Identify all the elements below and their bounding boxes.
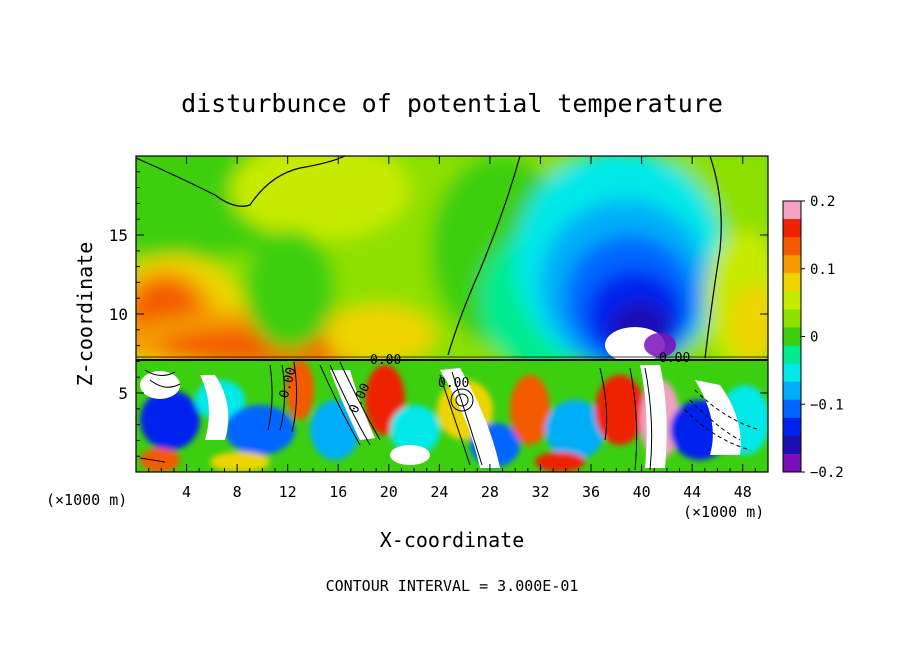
colorbar-tick-label: 0.1: [810, 262, 835, 278]
colorbar-segment: [783, 363, 801, 383]
lower-field: [136, 360, 768, 472]
colorbar-segment: [783, 417, 801, 437]
x-tick-label: 28: [481, 483, 499, 501]
colorbar: [783, 201, 801, 473]
chart-title: disturbunce of potential temperature: [181, 89, 723, 118]
x-tick-label: 8: [233, 483, 242, 501]
x-tick-label: 40: [633, 483, 651, 501]
x-tick-label: 12: [279, 483, 297, 501]
x-tick-label: 48: [734, 483, 752, 501]
colorbar-ticks: 0.2 0.1 0 −0.1 −0.2: [801, 194, 844, 481]
x-axis: 4 8 12 16 20 24 28 32 36 40 44 48: [148, 156, 756, 501]
colorbar-segment: [783, 219, 801, 238]
colorbar-segment: [783, 453, 801, 473]
contour-lines-lower: [139, 361, 761, 471]
y-axis-label: Z-coordinate: [73, 242, 97, 387]
colorbar-segment: [783, 381, 801, 401]
y-axis: 5 10 15: [109, 171, 768, 457]
contour-label: 0.00: [659, 351, 690, 366]
x-unit-right: (×1000 m): [683, 503, 764, 521]
contour-label: 0.00: [370, 353, 401, 368]
colorbar-segment: [783, 237, 801, 256]
contour-interval-note: CONTOUR INTERVAL = 3.000E-01: [326, 577, 579, 595]
colorbar-segment: [783, 309, 801, 328]
colorbar-segment: [783, 291, 801, 310]
contour-label: 0.00: [438, 376, 469, 391]
plot-area: 0.00 0.00 0.00 0.00 0.00: [136, 156, 768, 472]
colorbar-segment: [783, 345, 801, 365]
contour-labels: 0.00 0.00 0.00 0.00 0.00: [277, 351, 690, 416]
purple-cap: [644, 333, 676, 357]
x-tick-label: 44: [683, 483, 701, 501]
x-tick-label: 24: [430, 483, 448, 501]
colorbar-segment: [783, 255, 801, 274]
colorbar-segment: [783, 273, 801, 292]
y-tick-label: 5: [118, 384, 128, 403]
y-tick-label: 15: [109, 226, 128, 245]
x-tick-label: 16: [329, 483, 347, 501]
x-unit-left: (×1000 m): [46, 491, 127, 509]
y-tick-label: 10: [109, 305, 128, 324]
colorbar-segment: [783, 327, 801, 347]
colorbar-tick-label: 0: [810, 330, 818, 346]
colorbar-tick-label: −0.1: [810, 397, 844, 413]
colorbar-tick-label: −0.2: [810, 465, 844, 481]
upper-field: [136, 156, 768, 375]
colorbar-tick-label: 0.2: [810, 194, 835, 210]
colorbar-segment: [783, 201, 801, 220]
colorbar-segment: [783, 399, 801, 419]
x-tick-label: 32: [531, 483, 549, 501]
x-tick-label: 36: [582, 483, 600, 501]
colorbar-segment: [783, 435, 801, 455]
x-tick-label: 20: [380, 483, 398, 501]
x-tick-label: 4: [182, 483, 191, 501]
contour-lines-upper: [136, 156, 768, 361]
x-axis-label: X-coordinate: [380, 528, 525, 552]
